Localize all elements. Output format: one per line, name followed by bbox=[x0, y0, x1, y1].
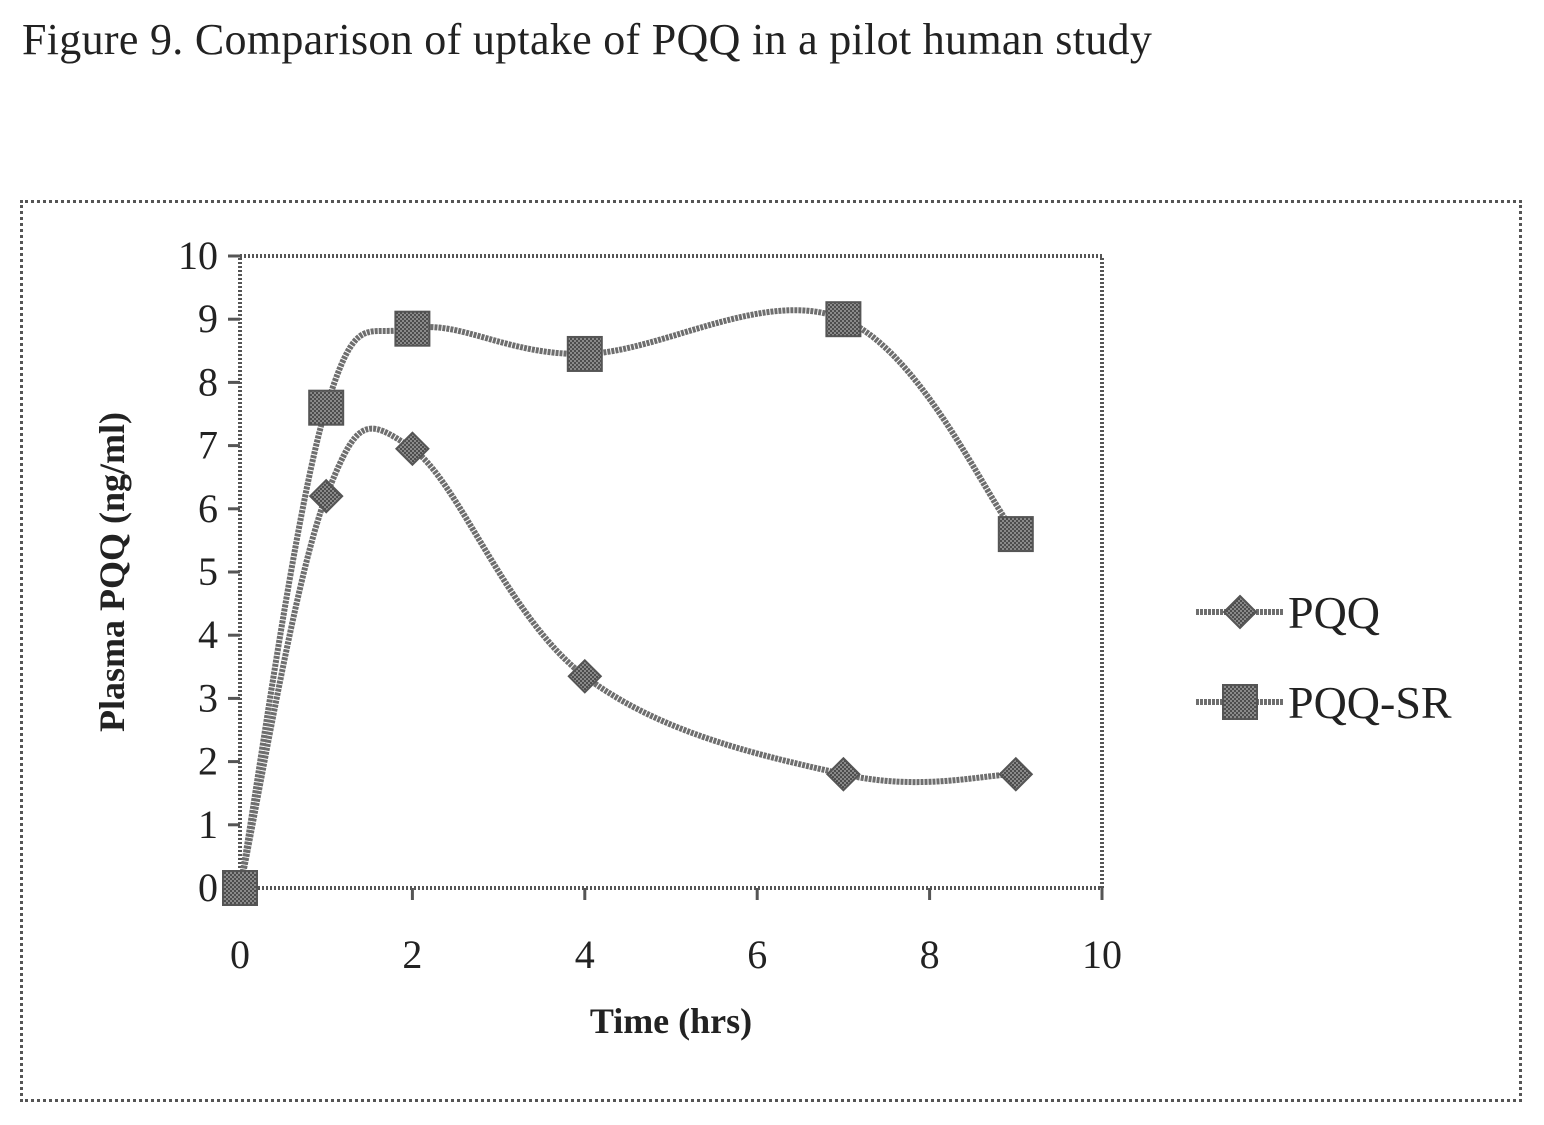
data-point bbox=[394, 431, 430, 467]
data-point bbox=[566, 335, 603, 372]
figure-title: Figure 9. Comparison of uptake of PQQ in… bbox=[22, 15, 1153, 64]
x-tick-label: 0 bbox=[230, 932, 250, 977]
y-tick-label: 0 bbox=[198, 865, 218, 910]
y-tick-label: 9 bbox=[198, 296, 218, 341]
legend-label: PQQ-SR bbox=[1288, 677, 1452, 728]
plot-area bbox=[238, 254, 1104, 890]
x-tick-label: 6 bbox=[747, 932, 767, 977]
legend-label: PQQ bbox=[1288, 587, 1380, 638]
chart-frame bbox=[20, 200, 1522, 1102]
legend-marker bbox=[1222, 684, 1258, 720]
x-tick-label: 10 bbox=[1082, 932, 1122, 977]
y-axis-label: Plasma PQQ (ng/ml) bbox=[92, 412, 132, 732]
y-tick-label: 1 bbox=[198, 802, 218, 847]
y-tick-label: 10 bbox=[178, 233, 218, 278]
data-point bbox=[308, 389, 345, 426]
x-tick-label: 8 bbox=[920, 932, 940, 977]
y-tick-label: 3 bbox=[198, 675, 218, 720]
legend-marker bbox=[1222, 594, 1258, 630]
y-tick-label: 4 bbox=[198, 612, 218, 657]
data-point bbox=[394, 310, 431, 347]
series-layer bbox=[222, 301, 1034, 906]
data-point bbox=[825, 301, 862, 338]
y-tick-label: 6 bbox=[198, 486, 218, 531]
data-point bbox=[997, 516, 1034, 553]
data-point bbox=[567, 658, 603, 694]
y-axis-ticks: 0 1 2 3 4 5 6 7 8 9 10 bbox=[178, 233, 240, 910]
series-pqq-sr bbox=[222, 301, 1034, 906]
data-point bbox=[308, 478, 344, 514]
x-axis-label: Time (hrs) bbox=[590, 1001, 752, 1041]
series-line bbox=[237, 307, 1019, 889]
x-tick-label: 2 bbox=[402, 932, 422, 977]
data-point bbox=[998, 756, 1034, 792]
data-point bbox=[222, 870, 258, 906]
y-tick-label: 2 bbox=[198, 739, 218, 784]
y-tick-label: 7 bbox=[198, 423, 218, 468]
x-axis-ticks: 0 2 4 6 8 10 bbox=[230, 888, 1122, 977]
legend: PQQ PQQ-SR bbox=[1196, 587, 1452, 728]
y-tick-label: 8 bbox=[198, 359, 218, 404]
data-point bbox=[825, 756, 861, 792]
x-tick-label: 4 bbox=[575, 932, 595, 977]
y-tick-label: 5 bbox=[198, 549, 218, 594]
